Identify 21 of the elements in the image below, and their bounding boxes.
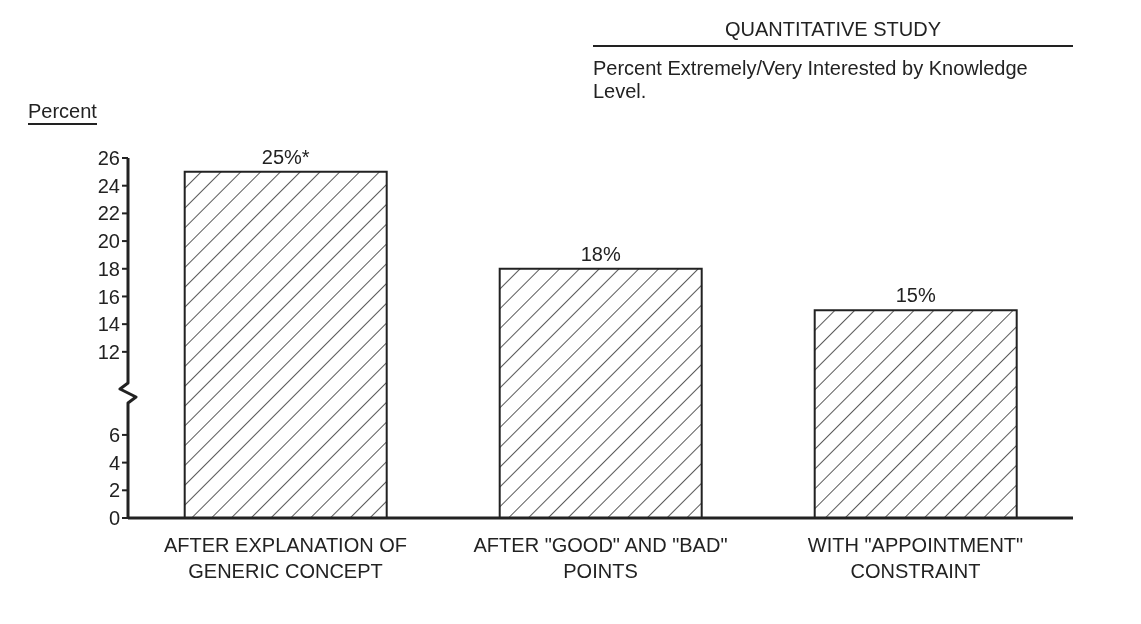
- y-tick-label: 18: [97, 257, 120, 280]
- y-tick-label: 0: [108, 507, 120, 530]
- chart-title: QUANTITATIVE STUDY: [593, 18, 1073, 47]
- data-label: 25%*: [261, 145, 310, 168]
- y-tick-label: 22: [97, 202, 120, 225]
- y-tick-label: 6: [108, 424, 120, 447]
- y-tick-label: 26: [97, 147, 120, 170]
- y-axis-title: Percent: [28, 100, 97, 125]
- y-tick-label: 12: [97, 340, 120, 363]
- y-tick-label: 4: [108, 451, 120, 474]
- y-tick-label: 16: [97, 285, 120, 308]
- data-label: 15%: [895, 284, 936, 307]
- data-label: 18%: [580, 242, 621, 265]
- chart-subtitle: Percent Extremely/Very Interested by Knowledge Level.: [593, 57, 1029, 103]
- y-tick-label: 20: [97, 230, 120, 253]
- x-tick-label: WITH "APPOINTMENT" CONSTRAINT: [807, 534, 1024, 582]
- y-tick-label: 14: [97, 313, 120, 336]
- y-tick-label: 2: [108, 479, 120, 502]
- x-tick-label: AFTER "GOOD" AND "BAD" POINTS: [473, 534, 728, 582]
- x-tick-label: AFTER EXPLANATION OF GENERIC CONCEPT: [164, 534, 407, 582]
- y-tick-label: 24: [97, 174, 120, 197]
